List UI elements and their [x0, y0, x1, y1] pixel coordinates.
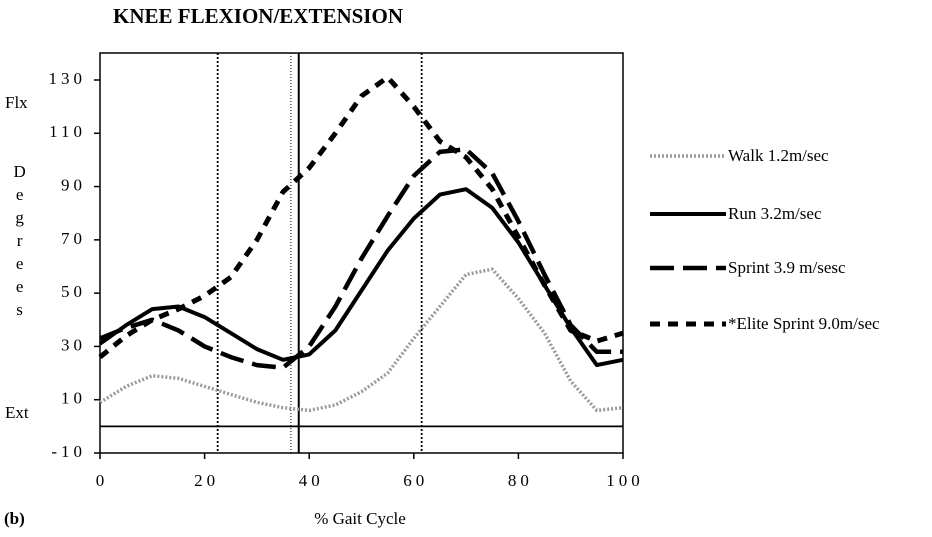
y-tick-label: 90 [61, 175, 86, 194]
x-tick-label: 40 [299, 471, 324, 490]
series-line [98, 187, 624, 368]
legend-label: Run 3.2m/sec [728, 204, 822, 223]
y-tick-label: 70 [61, 229, 86, 248]
series-line [98, 74, 624, 360]
x-tick-label: 60 [403, 471, 428, 490]
legend-label: *Elite Sprint 9.0m/sec [728, 314, 880, 333]
y-bottom-label: Ext [5, 403, 29, 422]
y-tick-label: -10 [51, 442, 86, 461]
y-tick-label: 130 [49, 69, 87, 88]
y-tick-label: 30 [61, 335, 86, 354]
y-tick-label: 50 [61, 282, 86, 301]
legend-label: Walk 1.2m/sec [728, 146, 829, 165]
plot-frame [99, 52, 624, 454]
series-line [99, 267, 624, 413]
x-tick-label: 100 [606, 471, 644, 490]
x-axis-label: % Gait Cycle [314, 509, 406, 528]
x-tick-label: 80 [508, 471, 533, 490]
chart-title: KNEE FLEXION/EXTENSION [113, 4, 403, 28]
x-tick-label: 0 [96, 471, 109, 490]
x-tick-label: 20 [194, 471, 219, 490]
panel-label: (b) [4, 509, 25, 528]
legend-label: Sprint 3.9 m/sesc [728, 258, 846, 277]
y-axis-label: Degrees [10, 162, 29, 323]
y-tick-label: 110 [49, 122, 86, 141]
y-tick-label: 10 [61, 389, 86, 408]
series-line [99, 147, 623, 370]
y-top-label: Flx [5, 93, 28, 112]
